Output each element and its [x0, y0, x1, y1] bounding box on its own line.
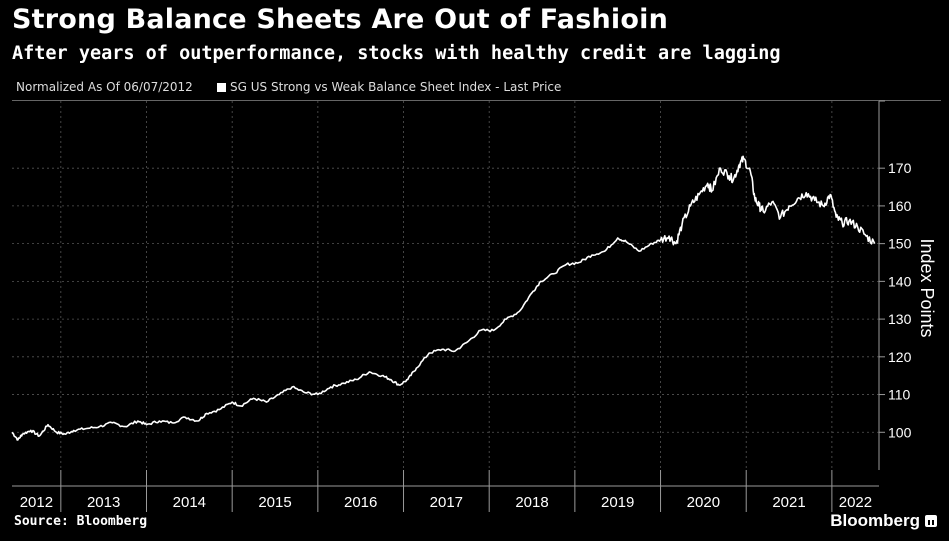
y-axis-ticks: 100 110 120 130 140 150 160 170 [879, 100, 912, 440]
legend: SG US Strong vs Weak Balance Sheet Index… [217, 80, 561, 94]
y-tick-label-140: 140 [888, 273, 912, 289]
x-tick-label-2012: 2012 [20, 494, 53, 511]
x-tick-label-2013: 2013 [87, 494, 120, 511]
header-divider [12, 100, 941, 101]
brand-name: Bloomberg [830, 511, 920, 530]
source-note: Source: Bloomberg [14, 514, 148, 529]
series-layer [11, 155, 876, 441]
chart-icon [925, 515, 937, 527]
plot-area [12, 101, 879, 486]
y-tick-label-100: 100 [888, 424, 912, 440]
x-tick-label-2021: 2021 [772, 494, 805, 511]
series-line-0 [11, 155, 876, 441]
x-tick-label-2022: 2022 [839, 494, 872, 511]
legend-label: SG US Strong vs Weak Balance Sheet Index… [230, 80, 562, 94]
y-tick-label-130: 130 [888, 311, 912, 327]
page-subtitle: After years of outperformance, stocks wi… [12, 43, 781, 64]
x-axis-ticks: 2012 2013 2014 2015 2016 2017 2018 2019 2020 2021… [20, 470, 872, 512]
page-title: Strong Balance Sheets Are Out of Fashioi… [12, 4, 669, 35]
x-tick-label-2019: 2019 [601, 494, 634, 511]
x-tick-label-2016: 2016 [344, 494, 377, 511]
x-tick-label-2017: 2017 [430, 494, 463, 511]
y-tick-label-170: 170 [888, 160, 912, 176]
x-tick-label-2015: 2015 [258, 494, 291, 511]
x-tick-label-2020: 2020 [687, 494, 720, 511]
x-tick-label-2018: 2018 [515, 494, 548, 511]
y-tick-label-120: 120 [888, 349, 912, 365]
y-axis-label: Index Points [917, 238, 937, 337]
x-tick-label-2014: 2014 [173, 494, 206, 511]
y-tick-label-150: 150 [888, 236, 912, 252]
y-tick-label-110: 110 [888, 387, 911, 403]
normalization-note: Normalized As Of 06/07/2012 [16, 80, 193, 94]
brand-logo: Bloomberg [830, 511, 937, 531]
legend-swatch [217, 82, 226, 92]
y-tick-label-160: 160 [888, 198, 912, 214]
